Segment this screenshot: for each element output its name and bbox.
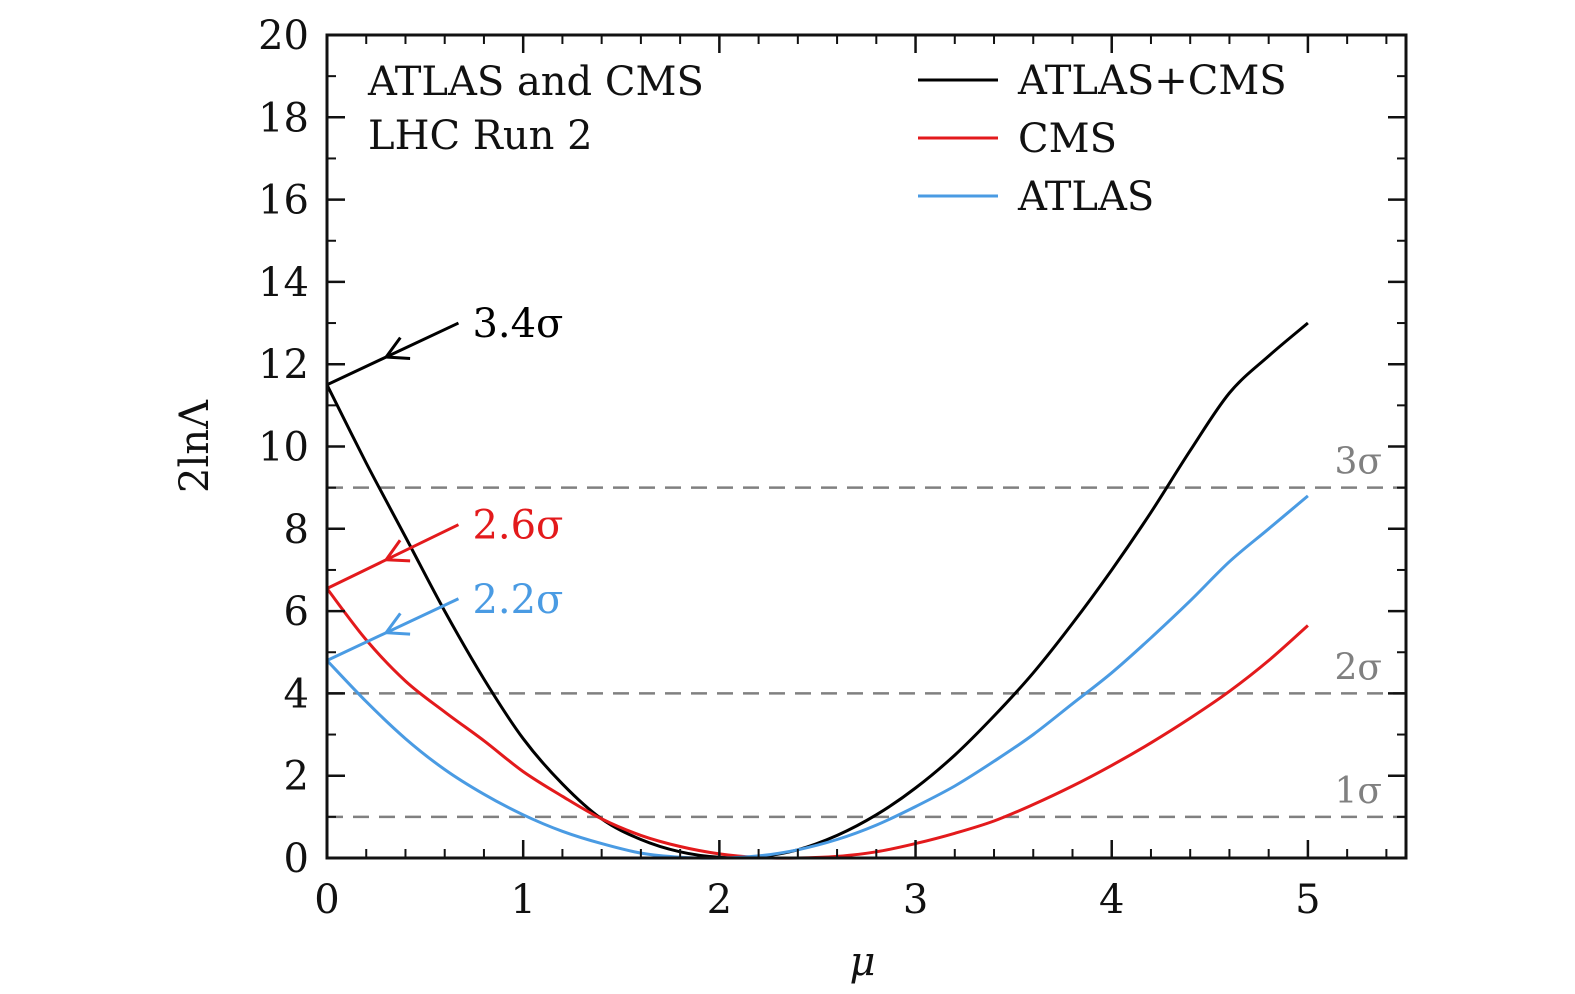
y-tick-label: 6	[284, 589, 309, 635]
x-tick-label: 2	[707, 877, 732, 923]
reference-lines: 1σ 2σ 3σ	[327, 442, 1406, 819]
legend-label-2: CMS	[1018, 116, 1117, 162]
x-tick-label: 3	[903, 877, 928, 923]
x-tick-label: 1	[510, 877, 535, 923]
y-axis-title: 2lnΛ	[172, 399, 218, 493]
legend: ATLAS+CMS CMS ATLAS	[918, 58, 1287, 220]
x-tick-label: 0	[314, 877, 339, 923]
annotations: 3.4σ 2.6σ 2.2σ	[326, 301, 563, 662]
annotation-arrowhead-3	[383, 612, 411, 636]
y-tick-label: 12	[258, 342, 309, 388]
x-axis-title: μ	[850, 939, 876, 985]
corner-text-line-2: LHC Run 2	[368, 113, 593, 159]
annotation-arrow-2	[326, 523, 460, 590]
annotation-arrow-1	[326, 321, 460, 387]
corner-text-line-1: ATLAS and CMS	[367, 59, 704, 105]
annotation-label-2: 2.6σ	[472, 503, 563, 549]
y-tick-label: 20	[258, 13, 309, 59]
legend-label-1: ATLAS+CMS	[1017, 58, 1287, 104]
annotation-label-1: 3.4σ	[472, 301, 563, 347]
reference-label-2: 2σ	[1335, 647, 1382, 688]
y-tick-label: 10	[258, 425, 309, 471]
x-tick-label: 5	[1295, 877, 1320, 923]
x-tick-label: 4	[1099, 877, 1124, 923]
y-tick-label: 8	[284, 507, 309, 553]
annotation-arrowhead-2	[383, 539, 411, 563]
annotation-arrow-3	[326, 597, 460, 662]
annotation-label-3: 2.2σ	[472, 577, 563, 623]
corner-text: ATLAS and CMS LHC Run 2	[367, 59, 704, 159]
y-tick-label: 4	[284, 671, 309, 717]
y-tick-label: 0	[284, 836, 309, 882]
y-tick-label: 2	[284, 754, 309, 800]
y-tick-label: 16	[258, 178, 309, 224]
annotation-arrowhead-1	[383, 336, 411, 360]
reference-label-1: 1σ	[1335, 771, 1382, 812]
y-tick-label: 14	[258, 260, 309, 306]
y-tick-label: 18	[258, 95, 309, 141]
series-line-atlas	[325, 494, 1309, 860]
legend-label-3: ATLAS	[1017, 174, 1154, 220]
reference-label-3: 3σ	[1335, 442, 1382, 483]
